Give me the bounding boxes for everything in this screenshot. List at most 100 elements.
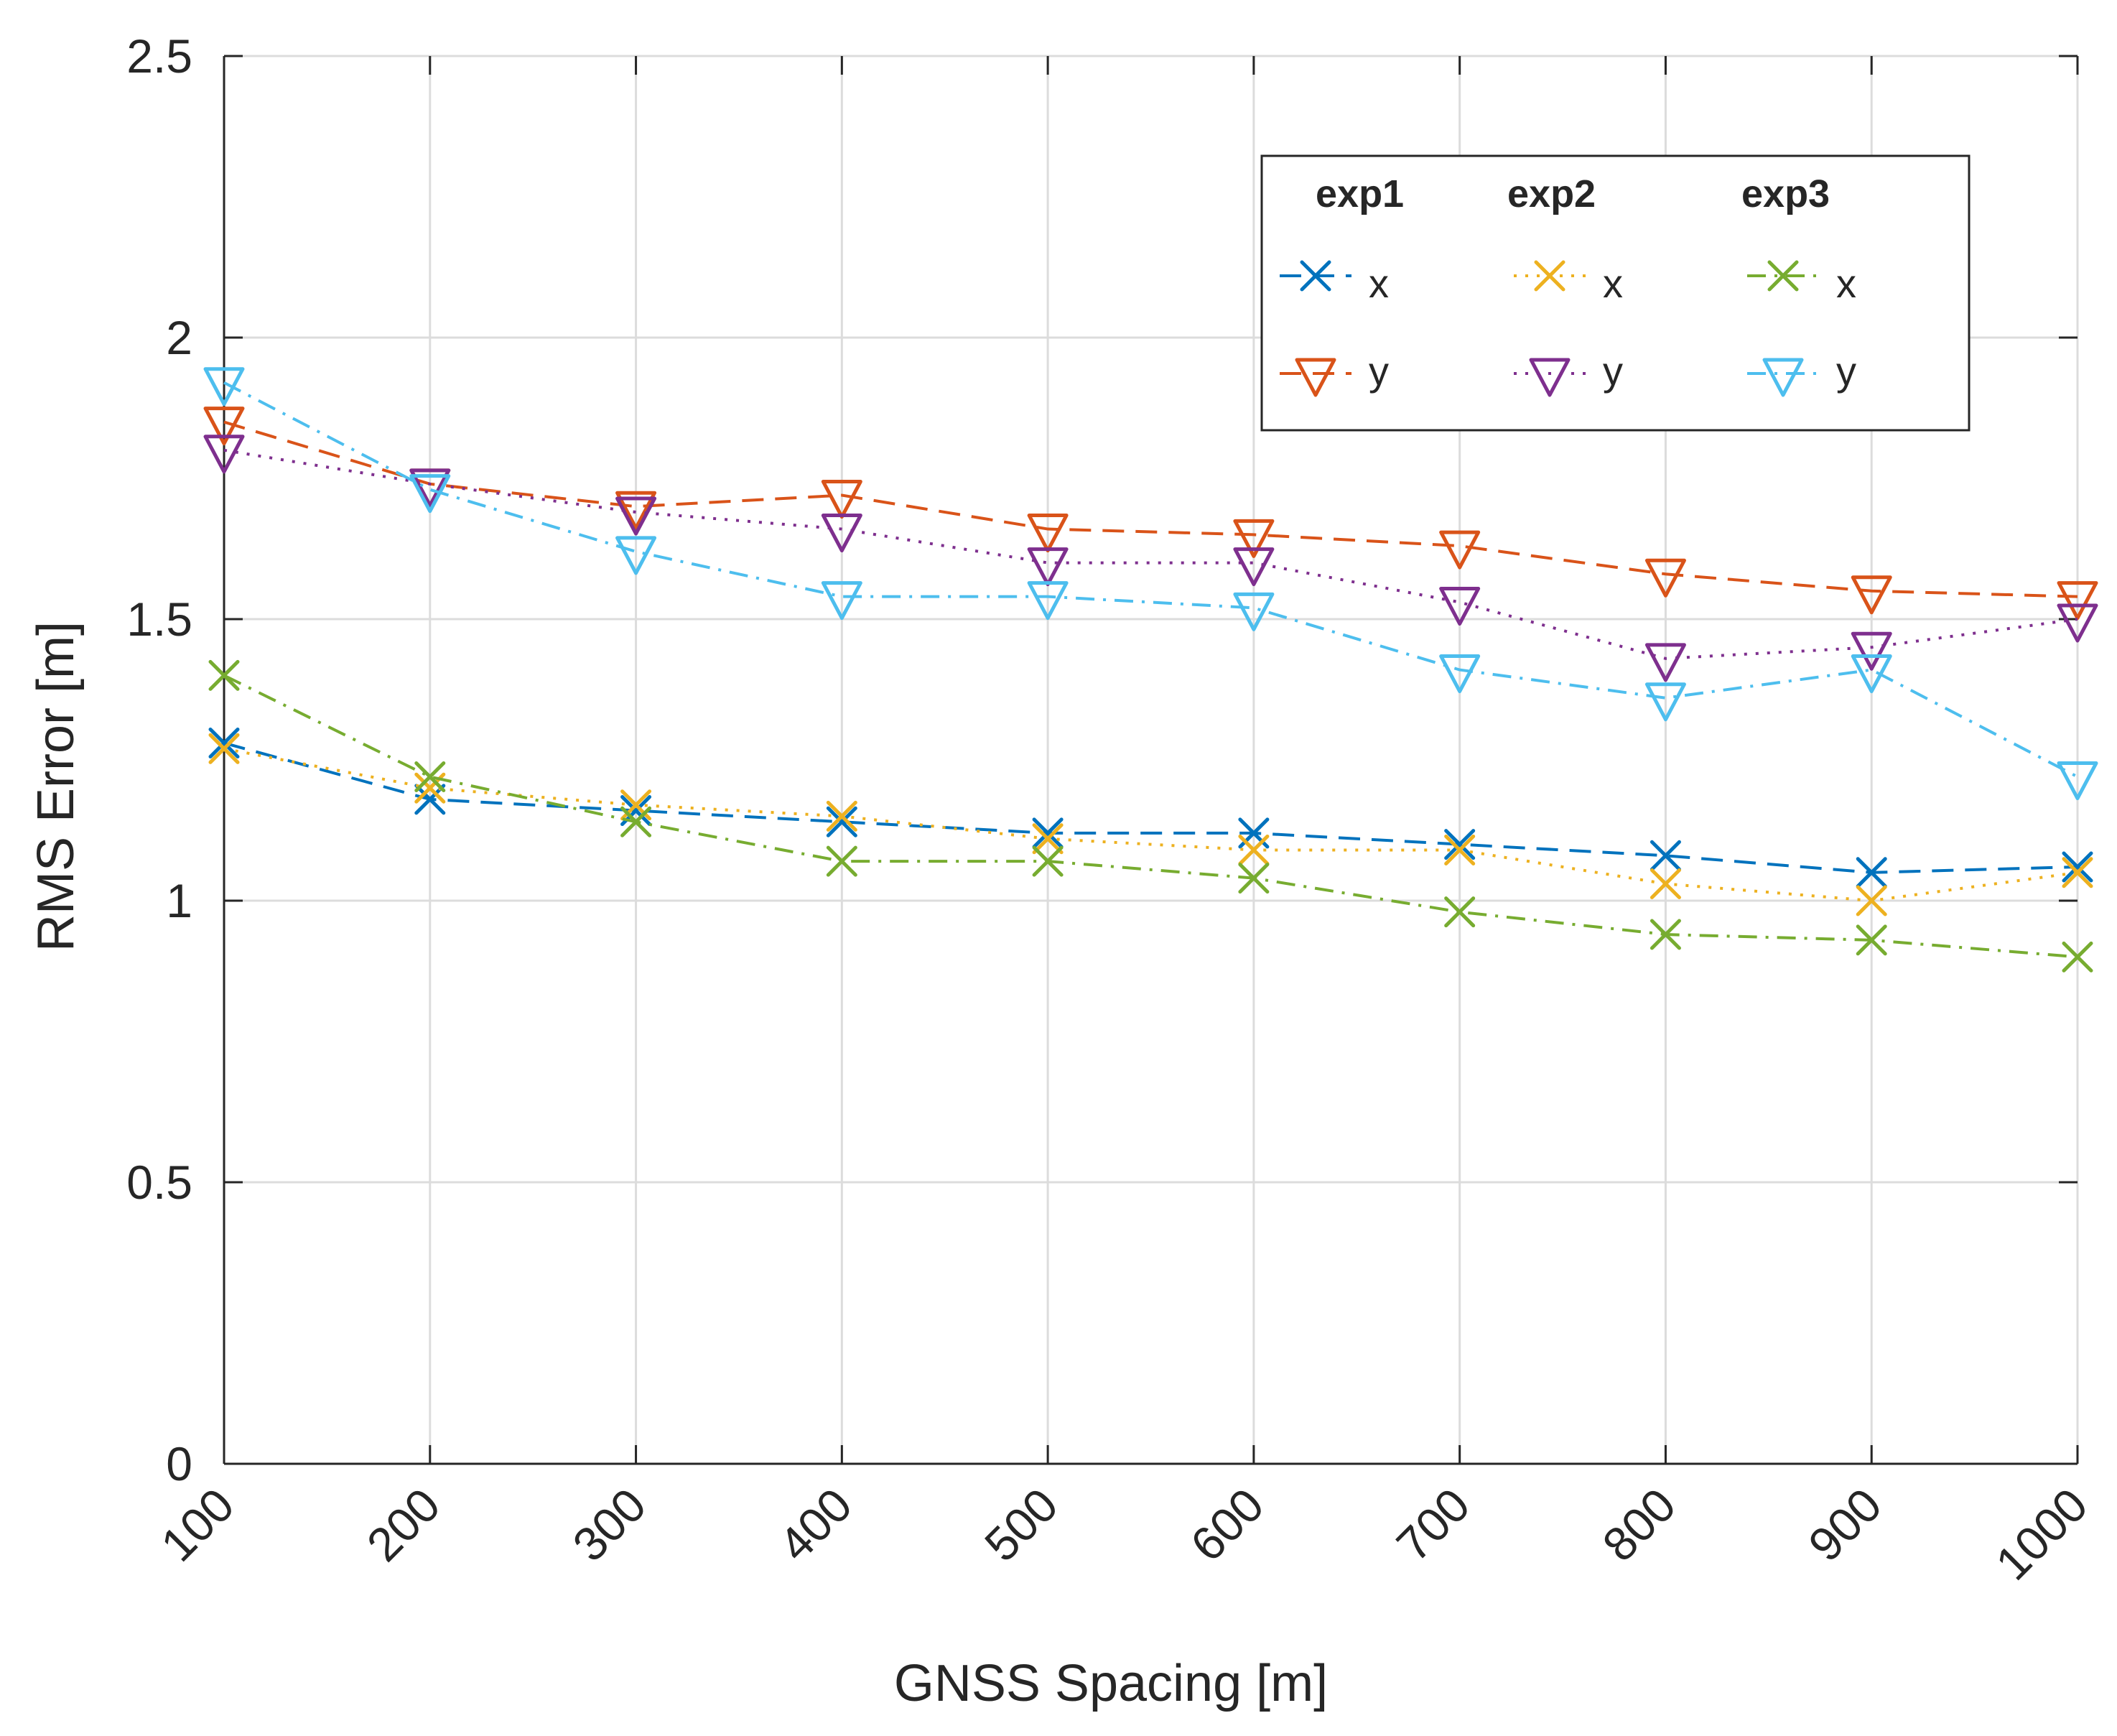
data-point: [1644, 682, 1686, 722]
legend-marker: [1767, 260, 1799, 292]
series-exp3-x: [208, 659, 2093, 973]
data-point: [2057, 603, 2098, 643]
data-point: [1032, 823, 1064, 855]
y-tick-label: 1: [166, 874, 192, 927]
legend-marker: [1762, 358, 1804, 397]
series-line: [223, 420, 2078, 598]
series-exp3-y: [203, 367, 2098, 801]
data-point: [1444, 829, 1476, 860]
legend-entry-exp2-y: y: [1514, 348, 1623, 397]
data-point: [409, 474, 451, 514]
legend-label: y: [1603, 348, 1623, 394]
data-point: [208, 659, 240, 691]
data-point: [1238, 863, 1270, 894]
data-point: [821, 480, 862, 519]
data-point: [2057, 761, 2098, 801]
legend-entry-exp2-x: x: [1514, 260, 1623, 306]
data-point: [1238, 834, 1270, 865]
series-line: [223, 741, 2078, 874]
data-point: [1444, 834, 1476, 865]
data-point: [1233, 547, 1275, 587]
data-point: [821, 514, 862, 553]
data-point: [203, 407, 245, 446]
data-point: [1032, 845, 1064, 877]
data-point: [1439, 530, 1481, 570]
legend-entry-exp1-x: x: [1280, 260, 1389, 306]
legend-marker: [1300, 260, 1331, 292]
axes: [223, 55, 2079, 1465]
data-point: [826, 800, 857, 832]
series-line: [223, 448, 2078, 660]
data-point: [826, 845, 857, 877]
data-point: [1851, 575, 1892, 615]
data-point: [1650, 919, 1681, 950]
legend-marker: [1534, 260, 1565, 292]
series-line: [223, 747, 2078, 903]
data-point: [615, 491, 657, 530]
data-point: [1856, 857, 1887, 888]
data-point: [1644, 558, 1686, 598]
data-point: [1439, 586, 1481, 626]
legend-label: x: [1836, 261, 1856, 306]
data-point: [1851, 654, 1892, 694]
legend-box: [1260, 154, 1971, 432]
series-exp2-x: [208, 733, 2093, 916]
legend-entry-exp3-y: y: [1747, 348, 1856, 397]
legend-group-exp2: exp2: [1507, 172, 1596, 215]
legend-group-exp3: exp3: [1741, 172, 1830, 215]
y-tick-label: 0: [166, 1437, 192, 1490]
data-point: [1439, 654, 1481, 694]
legend-label: x: [1603, 261, 1623, 306]
data-point: [1644, 643, 1686, 682]
series-line: [223, 674, 2078, 959]
data-point: [1650, 868, 1681, 899]
legend-entry-exp1-y: y: [1280, 348, 1389, 397]
data-point: [203, 367, 245, 407]
data-point: [1851, 631, 1892, 671]
data-point: [2062, 941, 2093, 973]
data-point: [615, 496, 657, 536]
data-point: [409, 468, 451, 508]
data-point: [1444, 896, 1476, 928]
data-point: [620, 806, 652, 837]
data-point: [414, 761, 446, 793]
legend-marker: [1295, 358, 1336, 397]
data-point: [1233, 592, 1275, 631]
data-point: [208, 727, 240, 758]
data-point: [615, 536, 657, 575]
data-point: [821, 581, 862, 621]
data-point: [1027, 514, 1069, 553]
data-point: [1233, 519, 1275, 558]
data-point: [203, 435, 245, 474]
legend-entry-exp3-x: x: [1747, 260, 1856, 306]
data-point: [1027, 547, 1069, 587]
data-series: [203, 367, 2098, 973]
data-point: [1856, 885, 1887, 916]
legend-group-exp1: exp1: [1316, 172, 1404, 215]
y-tick-label: 0.5: [126, 1156, 192, 1209]
y-tick-label: 2: [166, 311, 192, 364]
series-line: [223, 381, 2078, 779]
y-axis-label: RMS Error [m]: [27, 621, 85, 952]
data-point: [1027, 581, 1069, 621]
data-point: [1650, 840, 1681, 871]
data-point: [2057, 581, 2098, 621]
legend-label: y: [1836, 348, 1856, 394]
data-point: [2062, 857, 2093, 888]
legend-label: x: [1369, 261, 1389, 306]
y-tick-label: 2.5: [126, 29, 192, 83]
data-point: [2062, 851, 2093, 883]
legend-marker: [1529, 358, 1571, 397]
legend-label: y: [1369, 348, 1389, 394]
data-point: [1032, 817, 1064, 849]
data-point: [1856, 924, 1887, 956]
x-axis-label: GNSS Spacing [m]: [894, 1655, 1328, 1712]
series-exp1-x: [208, 727, 2093, 888]
y-tick-label: 1.5: [126, 593, 192, 646]
data-point: [208, 733, 240, 764]
series-exp1-y: [203, 407, 2098, 621]
data-point: [826, 806, 857, 837]
series-exp2-y: [203, 435, 2098, 682]
